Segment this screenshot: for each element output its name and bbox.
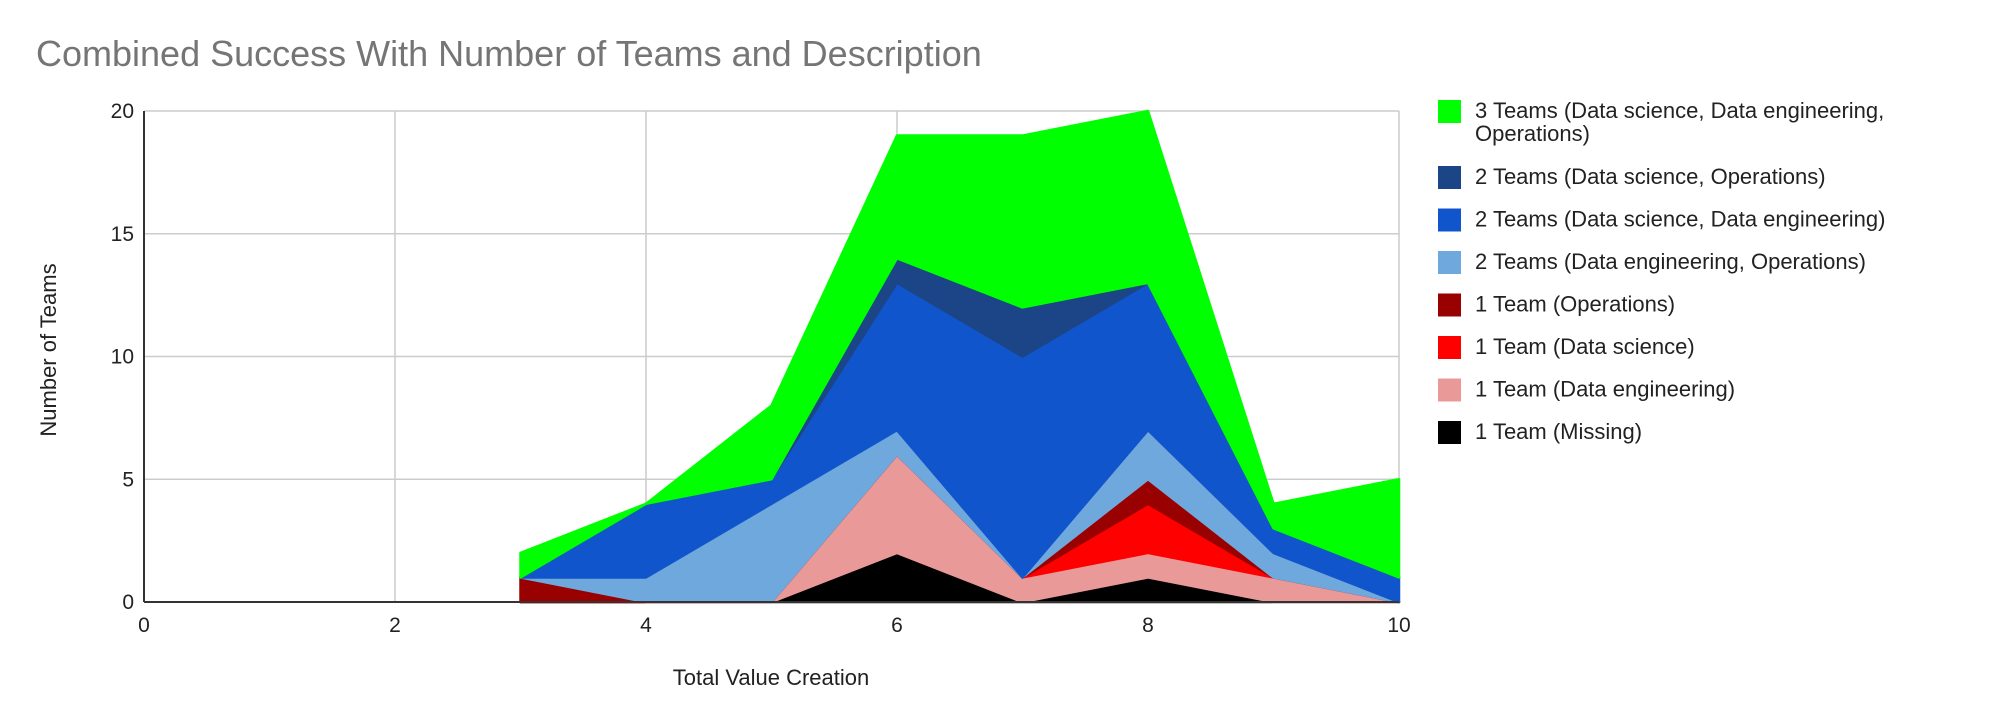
legend-item: 3 Teams (Data science, Data engineering,… bbox=[1438, 98, 1884, 146]
legend-swatch bbox=[1438, 421, 1461, 444]
y-tick-label: 15 bbox=[111, 223, 134, 246]
legend: 3 Teams (Data science, Data engineering,… bbox=[1438, 98, 1885, 444]
y-axis-title: Number of Teams bbox=[36, 263, 61, 436]
legend-label: 1 Team (Data science) bbox=[1475, 334, 1695, 359]
y-tick-label: 5 bbox=[122, 468, 134, 491]
tick-labels: 0 2 4 6 8 10 0 5 10 15 20 bbox=[111, 100, 1411, 637]
area-series bbox=[519, 109, 1401, 579]
legend-swatch bbox=[1438, 100, 1461, 123]
legend-label: 1 Team (Operations) bbox=[1475, 292, 1675, 317]
x-tick-label: 8 bbox=[1142, 614, 1154, 637]
chart-title: Combined Success With Number of Teams an… bbox=[36, 33, 982, 74]
y-tick-label: 10 bbox=[111, 346, 134, 369]
legend-label: Operations) bbox=[1475, 121, 1590, 146]
legend-label: 1 Team (Data engineering) bbox=[1475, 377, 1735, 402]
legend-swatch bbox=[1438, 336, 1461, 359]
legend-label: 2 Teams (Data engineering, Operations) bbox=[1475, 249, 1866, 274]
y-tick-label: 0 bbox=[122, 591, 134, 614]
legend-label: 2 Teams (Data science, Operations) bbox=[1475, 164, 1826, 189]
x-tick-label: 4 bbox=[640, 614, 652, 637]
y-tick-label: 20 bbox=[111, 100, 134, 123]
x-tick-label: 6 bbox=[891, 614, 903, 637]
legend-label: 2 Teams (Data science, Data engineering) bbox=[1475, 207, 1885, 232]
legend-swatch bbox=[1438, 251, 1461, 274]
legend-item: 2 Teams (Data science, Data engineering) bbox=[1438, 207, 1885, 232]
legend-item: 1 Team (Operations) bbox=[1438, 292, 1675, 317]
legend-swatch bbox=[1438, 166, 1461, 189]
legend-label: 1 Team (Missing) bbox=[1475, 419, 1642, 444]
legend-swatch bbox=[1438, 293, 1461, 317]
legend-item: 1 Team (Data science) bbox=[1438, 334, 1695, 359]
x-axis-title: Total Value Creation bbox=[673, 665, 870, 690]
legend-item: 1 Team (Data engineering) bbox=[1438, 377, 1735, 402]
x-tick-label: 10 bbox=[1387, 614, 1410, 637]
legend-swatch bbox=[1438, 208, 1461, 232]
legend-item: 1 Team (Missing) bbox=[1438, 419, 1642, 444]
x-tick-label: 2 bbox=[389, 614, 401, 637]
legend-item: 2 Teams (Data engineering, Operations) bbox=[1438, 249, 1866, 274]
x-tick-label: 0 bbox=[138, 614, 150, 637]
legend-swatch bbox=[1438, 378, 1461, 402]
legend-item: 2 Teams (Data science, Operations) bbox=[1438, 164, 1826, 189]
axes bbox=[143, 111, 1399, 603]
legend-label: 3 Teams (Data science, Data engineering, bbox=[1475, 98, 1884, 123]
